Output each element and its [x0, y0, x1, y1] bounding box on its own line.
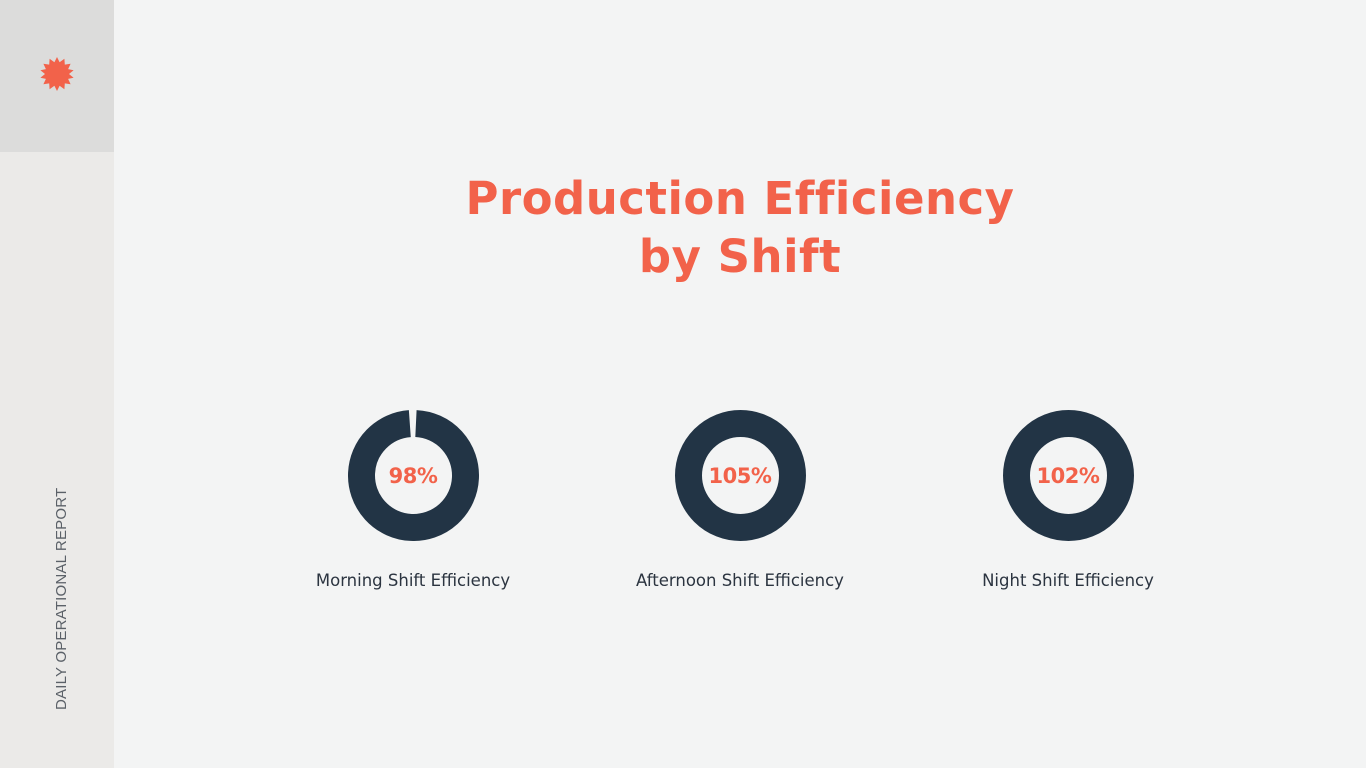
- donut-ring: [674, 410, 806, 541]
- report-label: DAILY OPERATIONAL REPORT: [53, 487, 70, 710]
- gauge-afternoon: 105% Afternoon Shift Efficiency: [610, 410, 870, 590]
- gauge-label: Night Shift Efficiency: [982, 571, 1154, 590]
- gauge-label: Morning Shift Efficiency: [315, 571, 511, 590]
- donut-ring: [1002, 410, 1134, 541]
- sidebar: DAILY OPERATIONAL REPORT: [0, 0, 114, 768]
- donut-chart: 102%: [1002, 410, 1134, 541]
- donut-chart: 105%: [674, 410, 806, 541]
- gauge-label: Afternoon Shift Efficiency: [636, 571, 844, 590]
- gauge-value: 105%: [708, 463, 772, 488]
- donut-ring: [347, 410, 479, 541]
- starburst-icon: [40, 57, 74, 91]
- gauge-night: 102% Night Shift Efficiency: [938, 410, 1198, 590]
- donut-chart: 98%: [347, 410, 479, 541]
- gauge-morning: 98% Morning Shift Efficiency: [283, 410, 543, 590]
- title-line-2: by Shift: [638, 230, 842, 283]
- gauge-value: 102%: [1036, 463, 1100, 488]
- page-title: Production Efficiency by Shift: [430, 170, 1050, 286]
- logo-box: [0, 0, 114, 152]
- title-line-1: Production Efficiency: [465, 172, 1015, 225]
- gauge-value: 98%: [388, 463, 438, 488]
